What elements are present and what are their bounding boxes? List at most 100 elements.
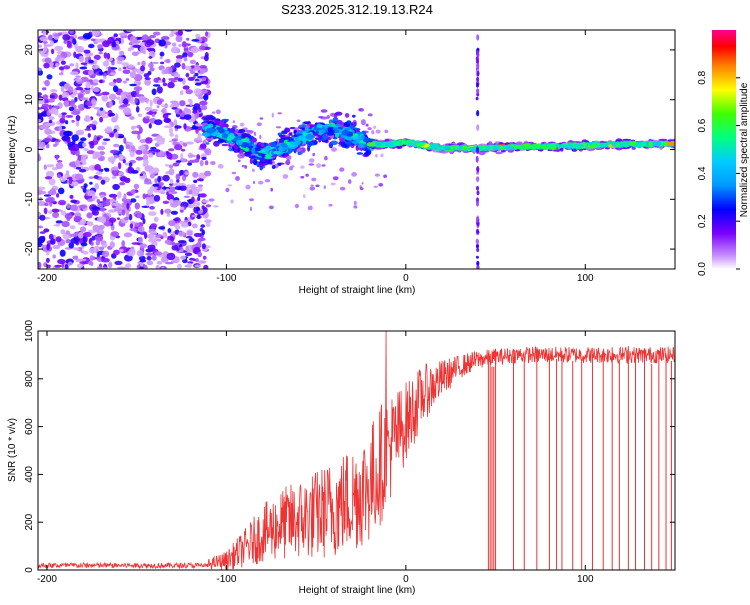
spectrogram-cell bbox=[169, 133, 175, 137]
y-tick-label: -20 bbox=[24, 241, 35, 256]
spectrogram-cell bbox=[335, 132, 340, 138]
spectrogram-cell bbox=[94, 164, 101, 171]
spectrogram-cell bbox=[635, 143, 642, 148]
spectrogram-cell bbox=[153, 216, 159, 222]
spectrogram-cell bbox=[194, 72, 199, 77]
spectrogram-cell bbox=[535, 143, 542, 149]
spectrogram-cell bbox=[92, 65, 99, 70]
spectrogram-cell bbox=[75, 45, 85, 53]
spectrogram-cell bbox=[83, 49, 91, 54]
spectrogram-cell bbox=[175, 35, 183, 43]
spectrogram-cell bbox=[92, 209, 100, 216]
spectrogram-cell bbox=[41, 103, 50, 109]
spectrogram-cell bbox=[168, 168, 175, 176]
spectrogram-cell bbox=[129, 223, 134, 229]
spectrogram-cell bbox=[160, 236, 164, 240]
spectrogram-cell bbox=[153, 194, 161, 202]
spectrogram-cell bbox=[55, 162, 64, 170]
spectrogram-cell bbox=[77, 231, 84, 239]
spectrogram-cell bbox=[680, 141, 685, 145]
spectrogram-cell bbox=[122, 66, 127, 70]
spectrogram-cell bbox=[648, 141, 653, 146]
spectrogram-cell bbox=[118, 98, 123, 105]
spectrogram-cell bbox=[154, 119, 163, 126]
x-tick-label: -100 bbox=[216, 574, 236, 585]
spectrogram-cell bbox=[79, 97, 89, 101]
spectrogram-cell bbox=[98, 71, 104, 75]
spectrogram-cell bbox=[129, 83, 137, 87]
spectrogram-cell bbox=[49, 94, 55, 99]
spectrogram-cell bbox=[39, 231, 46, 235]
spectrogram-cell bbox=[320, 129, 326, 134]
spectrogram-cell bbox=[73, 88, 78, 96]
spectrogram-marks bbox=[38, 30, 685, 269]
spectrogram-cell bbox=[69, 225, 76, 230]
spectrogram-cell bbox=[341, 129, 349, 136]
spectrogram-cell bbox=[134, 222, 140, 227]
spectrogram-cell bbox=[251, 147, 256, 154]
spectrogram-cell bbox=[38, 225, 44, 229]
spectrogram-cell bbox=[179, 109, 183, 114]
spectrogram-cell bbox=[156, 105, 160, 109]
spectrogram-cell bbox=[222, 123, 228, 128]
spectrogram-cell bbox=[185, 104, 194, 107]
spectrogram-cell bbox=[132, 44, 142, 49]
colorbar: 0.0 0.2 0.4 0.6 0.8 Normalized spectral ampl… bbox=[697, 30, 750, 276]
spectrogram-cell bbox=[113, 33, 118, 38]
spectrogram-cell bbox=[184, 171, 189, 176]
snr-ylabel: SNR (10 * v/v) bbox=[7, 418, 18, 482]
spectrogram-cell bbox=[366, 149, 372, 156]
spectrogram-cell bbox=[148, 123, 152, 129]
spectrogram-cell bbox=[156, 238, 162, 242]
spectrogram-cell bbox=[180, 201, 189, 208]
spectrogram-cell bbox=[166, 188, 170, 192]
spectrogram-cell bbox=[38, 119, 42, 123]
spectrogram-cell bbox=[675, 142, 680, 145]
spectrogram-cell bbox=[170, 80, 178, 83]
spectrogram-cell bbox=[338, 141, 346, 145]
spectrogram-cell bbox=[108, 112, 115, 117]
spectrogram-cell bbox=[119, 50, 125, 56]
colorbar-tick-label: 0.4 bbox=[697, 166, 708, 180]
spectrogram-cell bbox=[251, 168, 255, 173]
snr-series-line bbox=[38, 331, 675, 570]
spectrogram-cell bbox=[123, 193, 127, 201]
spectrogram-cell bbox=[75, 119, 80, 127]
spectrogram-cell bbox=[192, 188, 200, 195]
spectrogram-cell bbox=[267, 158, 272, 165]
y-tick-label: 800 bbox=[24, 370, 35, 387]
spectrogram-cell bbox=[38, 261, 42, 269]
spectrogram-cell bbox=[77, 258, 87, 262]
spectrogram-cell bbox=[68, 106, 75, 112]
spectrogram-cell bbox=[117, 266, 126, 269]
spectrogram-cell bbox=[48, 119, 53, 124]
spectrogram-cell bbox=[430, 143, 438, 148]
spectrogram-cell bbox=[135, 106, 140, 113]
spectrogram-cell bbox=[152, 183, 160, 187]
spectrogram-cell bbox=[70, 204, 78, 212]
spectrogram-cell bbox=[261, 153, 267, 158]
x-tick-label: -200 bbox=[37, 574, 57, 585]
spectrogram-cell bbox=[88, 176, 95, 180]
spectrogram-cell bbox=[199, 159, 204, 167]
spectrogram-cell bbox=[78, 55, 85, 63]
spectrogram-cell bbox=[373, 125, 377, 129]
spectrogram-cell bbox=[154, 251, 163, 256]
spectrogram-cell bbox=[567, 144, 574, 149]
spectrogram-cell bbox=[61, 221, 70, 228]
spectrogram-cell bbox=[135, 149, 143, 155]
spectrogram-cell bbox=[190, 65, 196, 69]
spectrogram-cell bbox=[38, 69, 43, 76]
spectrogram-cell bbox=[70, 233, 79, 237]
spectrogram-cell bbox=[119, 182, 126, 186]
spectrogram-cell bbox=[72, 143, 80, 152]
spectrogram-cell bbox=[60, 60, 66, 65]
spectrogram-cell bbox=[228, 128, 233, 134]
spectrogram-cell bbox=[92, 156, 98, 159]
spectrogram-cell bbox=[102, 242, 108, 248]
spectrogram-cell bbox=[139, 243, 148, 249]
spectrogram-cell bbox=[123, 80, 127, 84]
spectrogram-cell bbox=[217, 163, 224, 169]
spectrogram-cell bbox=[54, 264, 62, 268]
spectrogram-cell bbox=[305, 133, 314, 140]
